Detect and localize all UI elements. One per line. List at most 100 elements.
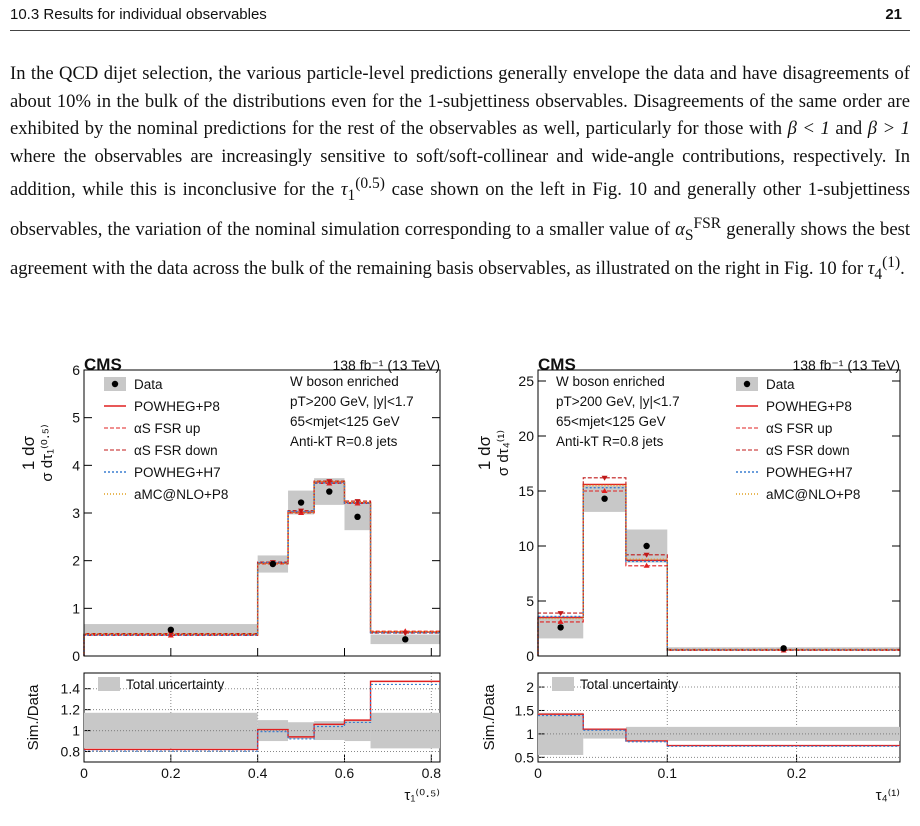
legend-label: POWHEG+P8 [766,399,852,414]
y-tick-label: 25 [518,373,534,389]
annotation: W boson enriched [556,374,665,389]
fsr-up-marker [557,618,564,624]
ratio-legend-swatch [98,677,120,691]
x-axis-label: τ₄⁽¹⁾ [876,787,900,804]
page-number: 21 [885,6,902,23]
ratio-legend-swatch [552,677,574,691]
annotation: pT>200 GeV, |y|<1.7 [556,394,680,409]
ratio-unc-band [314,721,345,741]
series-fsr_up [83,482,440,656]
ratio-y-label-text: Sim./Data [481,684,498,751]
cms-label: CMS [84,355,122,374]
data-point [643,542,650,550]
x-tick-label: 0.4 [248,765,268,781]
legend-label: Data [766,377,795,392]
fsr-up-marker [643,562,650,568]
fsr-down-marker [326,479,333,485]
annotation: pT>200 GeV, |y|<1.7 [290,394,414,409]
ratio-y-label-text: Sim./Data [25,684,42,751]
ratio-tick-label: 2 [526,679,534,695]
ratio-legend-label: Total uncertainty [126,677,225,692]
series-h7 [537,487,900,656]
ratio-tick-label: 1.4 [61,681,81,697]
ratio-tick-label: 1.2 [61,702,81,718]
data-point [780,645,787,652]
y-label-top: 1 dσ [19,435,38,470]
x-tick-label: 0.2 [787,765,807,781]
data-point [354,513,361,521]
x-tick-label: 0.2 [161,765,181,781]
y-tick-label: 3 [72,505,80,521]
y-tick-label: 15 [518,483,534,499]
header-rule [10,30,910,31]
ratio-y-label: Sim./Data [25,684,42,751]
data-point [167,626,175,633]
y-tick-label: 2 [72,553,80,569]
x-tick-label: 0 [80,765,88,781]
ratio-tick-label: 1 [526,726,534,742]
y-tick-label: 4 [72,457,80,473]
legend-label: αS FSR up [134,421,200,436]
y-tick-label: 10 [518,538,534,554]
ratio-tick-label: 0.5 [515,749,535,765]
plot-frame [537,369,901,657]
fsr-up-marker [601,488,608,493]
fsr-down-marker [402,631,409,637]
annotation: 65<mjet<125 GeV [556,414,666,429]
y-label-bottom: σ dτ₁⁽⁰·⁵⁾ [39,424,56,481]
data-point [269,560,277,568]
y-tick-label: 0 [72,648,80,664]
legend-label: POWHEG+P8 [134,399,220,414]
y-label-top: 1 dσ [475,435,494,470]
y-tick-label: 0 [526,648,534,664]
legend-label: αS FSR up [766,421,832,436]
y-axis-label: 1 dσ σ dτ₄⁽¹⁾ [475,430,512,476]
y-tick-label: 1 [72,600,80,616]
data-point [326,488,333,495]
cms-label: CMS [538,355,576,374]
series-fsr_up [537,490,900,656]
ratio-h7 [538,714,900,747]
x-axis-label: τ₁⁽⁰·⁵⁾ [404,787,440,804]
section-title: 10.3 Results for individual observables [10,6,267,23]
y-label-bottom: σ dτ₄⁽¹⁾ [495,430,512,476]
fsr-down-marker [643,552,650,558]
legend-dot [111,380,119,388]
ratio-tick-label: 1.5 [515,702,535,718]
figure-10: CMS 138 fb⁻¹ (13 TeV) 0 1 2 3 4 5 6 0 0.2 0.4 0.6 0.8… [0,350,920,826]
legend-label: POWHEG+H7 [134,465,221,480]
series-amc [537,484,900,656]
x-tick-label: 0.1 [658,765,678,781]
y-tick-label: 5 [72,410,80,426]
ratio-h7 [84,683,440,752]
running-header: 10.3 Results for individual observables … [10,6,910,28]
ratio-tick-label: 0.8 [61,744,81,760]
ratio-nominal [538,713,900,747]
fsr-down-marker [298,508,305,514]
y-tick-label: 5 [526,593,534,609]
y-axis-label: 1 dσ σ dτ₁⁽⁰·⁵⁾ [19,424,56,481]
ratio-unc-band [257,720,289,742]
body-paragraph: In the QCD dijet selection, the various … [10,63,910,284]
ratio-legend-label: Total uncertainty [580,677,679,692]
lumi-label: 138 fb⁻¹ (13 TeV) [332,357,440,373]
x-tick-label: 0 [534,765,542,781]
ratio-unc-band [288,722,315,739]
y-tick-label: 6 [72,362,80,378]
left-figure: CMS 138 fb⁻¹ (13 TeV) 0 1 2 3 4 5 6 0 0.2 0.4 0.6 0.8… [19,355,441,804]
legend-label: αS FSR down [134,443,218,458]
right-figure: CMS 138 fb⁻¹ (13 TeV) 0 5 10 15 20 25 0 0.1 0.2 1 d… [475,355,901,804]
fsr-down-marker [167,631,174,637]
x-tick-label: 0.6 [335,765,355,781]
annotation: Anti-kT R=0.8 jets [556,434,664,449]
legend-label: Data [134,377,163,392]
lumi-label: 138 fb⁻¹ (13 TeV) [792,357,900,373]
data-point [402,636,409,643]
legend-label: aMC@NLO+P8 [766,487,860,502]
fsr-down-marker [354,499,361,505]
ratio-unc-band [538,712,584,755]
legend-label: αS FSR down [766,443,850,458]
annotation: Anti-kT R=0.8 jets [290,434,398,449]
data-point [297,499,305,506]
fsr-down-marker [557,611,564,617]
